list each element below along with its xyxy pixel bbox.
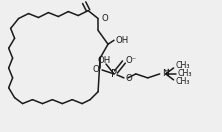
Text: +: +: [165, 68, 171, 74]
Text: P: P: [111, 69, 117, 79]
Text: CH₃: CH₃: [176, 77, 190, 86]
Text: N: N: [162, 69, 168, 78]
Text: O: O: [126, 74, 133, 83]
Text: O: O: [101, 14, 108, 23]
Text: O: O: [92, 65, 99, 74]
Text: CH₃: CH₃: [176, 62, 190, 70]
Text: CH₃: CH₃: [178, 69, 192, 78]
Text: OH: OH: [116, 36, 129, 45]
Text: O⁻: O⁻: [126, 56, 137, 65]
Text: OH: OH: [97, 56, 111, 65]
